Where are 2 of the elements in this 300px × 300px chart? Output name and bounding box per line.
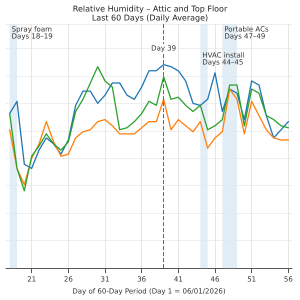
chart-subtitle: Last 60 Days (Daily Average) <box>92 14 208 22</box>
chart-title: Relative Humidity – Attic and Top Floor <box>72 4 228 14</box>
